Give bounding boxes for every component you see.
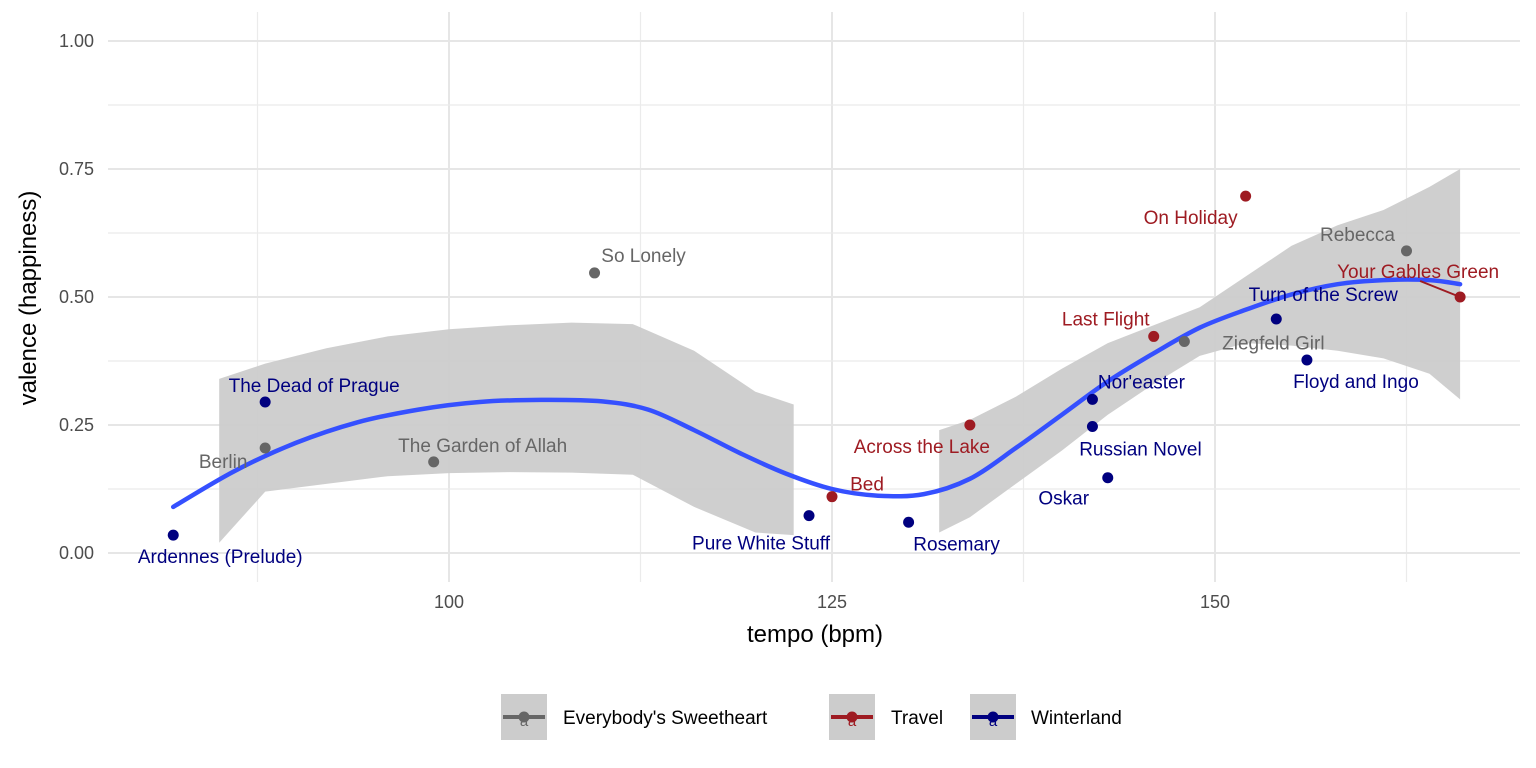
y-axis-title: valence (happiness): [15, 191, 42, 406]
x-tick-label: 150: [1200, 592, 1230, 612]
point-label-berlin: Berlin: [199, 452, 248, 473]
point-floyd-and-ingo: [1301, 354, 1313, 366]
point-the-garden-of-allah: [428, 456, 440, 468]
label-leader-your-gables-green: [1419, 280, 1461, 298]
x-tick-labels: 100 125 150: [434, 592, 1230, 612]
x-tick-label: 100: [434, 592, 464, 612]
point-on-holiday: [1240, 190, 1252, 202]
point-ziegfeld-girl: [1178, 336, 1190, 348]
x-tick-label: 125: [817, 592, 847, 612]
point-ardennes-prelude: [167, 529, 179, 541]
point-label-oskar: Oskar: [1038, 489, 1089, 510]
point-label-rebecca: Rebecca: [1320, 225, 1395, 246]
point-label-russian-novel: Russian Novel: [1079, 440, 1202, 461]
point-russian-novel: [1086, 421, 1098, 433]
y-tick-label: 0.00: [59, 543, 94, 563]
legend-key-glyph-everybody-s-sweetheart: a: [520, 713, 529, 730]
legend-key-glyph-winterland: a: [989, 713, 998, 730]
point-oskar: [1102, 472, 1114, 484]
point-labels: Berlin The Garden of Allah So Lonely Ziegfe…: [138, 208, 1499, 568]
point-label-rosemary: Rosemary: [913, 534, 1000, 555]
point-label-across-the-lake: Across the Lake: [854, 437, 990, 458]
point-rebecca: [1401, 245, 1412, 257]
y-tick-label: 1.00: [59, 31, 94, 51]
point-label-ardennes-prelude: Ardennes (Prelude): [138, 547, 303, 568]
legend-key-point-travel: [846, 711, 858, 723]
y-tick-labels: 0.00 0.25 0.50 0.75 1.00: [59, 31, 94, 563]
point-label-the-garden-of-allah: The Garden of Allah: [398, 436, 567, 457]
confidence-band-left: [219, 322, 794, 543]
smooth-line: [170, 277, 1463, 510]
smooth-curve: [170, 277, 1463, 510]
point-label-last-flight: Last Flight: [1062, 309, 1150, 330]
legend-label-everybody-s-sweetheart: Everybody's Sweetheart: [563, 708, 768, 729]
y-tick-label: 0.25: [59, 415, 94, 435]
point-berlin: [259, 442, 271, 454]
point-label-floyd-and-ingo: Floyd and Ingo: [1293, 372, 1419, 393]
legend-key-point-everybody-s-sweetheart: [518, 711, 530, 723]
y-tick-label: 0.75: [59, 159, 94, 179]
point-label-turn-of-the-screw: Turn of the Screw: [1249, 285, 1399, 306]
point-so-lonely: [589, 267, 601, 279]
y-tick-label: 0.50: [59, 287, 94, 307]
points: [167, 190, 1466, 541]
point-label-nor-easter: Nor'easter: [1098, 372, 1186, 393]
point-rosemary: [903, 516, 915, 528]
legend-label-travel: Travel: [891, 708, 943, 729]
point-across-the-lake: [964, 419, 976, 431]
confidence-band: [219, 169, 1461, 543]
legend-item-winterland: a Winterland: [970, 694, 1122, 740]
point-bed: [826, 491, 838, 503]
legend-item-everybody-s-sweetheart: a Everybody's Sweetheart: [501, 694, 768, 740]
point-pure-white-stuff: [803, 510, 815, 522]
point-label-the-dead-of-prague: The Dead of Prague: [229, 376, 400, 397]
x-axis-title: tempo (bpm): [747, 621, 883, 648]
point-label-your-gables-green: Your Gables Green: [1337, 262, 1499, 283]
point-label-ziegfeld-girl: Ziegfeld Girl: [1222, 334, 1324, 355]
point-last-flight: [1148, 330, 1160, 342]
confidence-band-right: [939, 169, 1461, 533]
point-label-bed: Bed: [850, 475, 884, 496]
point-label-on-holiday: On Holiday: [1144, 208, 1238, 229]
point-label-pure-white-stuff: Pure White Stuff: [692, 534, 831, 555]
legend: a Everybody's Sweetheart a Travel a Winterlan…: [501, 694, 1122, 740]
legend-key-glyph-travel: a: [848, 713, 857, 730]
legend-label-winterland: Winterland: [1031, 708, 1122, 729]
point-your-gables-green: [1454, 291, 1466, 303]
legend-item-travel: a Travel: [829, 694, 943, 740]
point-label-so-lonely: So Lonely: [601, 246, 686, 267]
point-the-dead-of-prague: [259, 396, 271, 408]
point-turn-of-the-screw: [1270, 313, 1282, 325]
legend-key-point-winterland: [987, 711, 999, 723]
point-nor-easter: [1086, 393, 1098, 405]
